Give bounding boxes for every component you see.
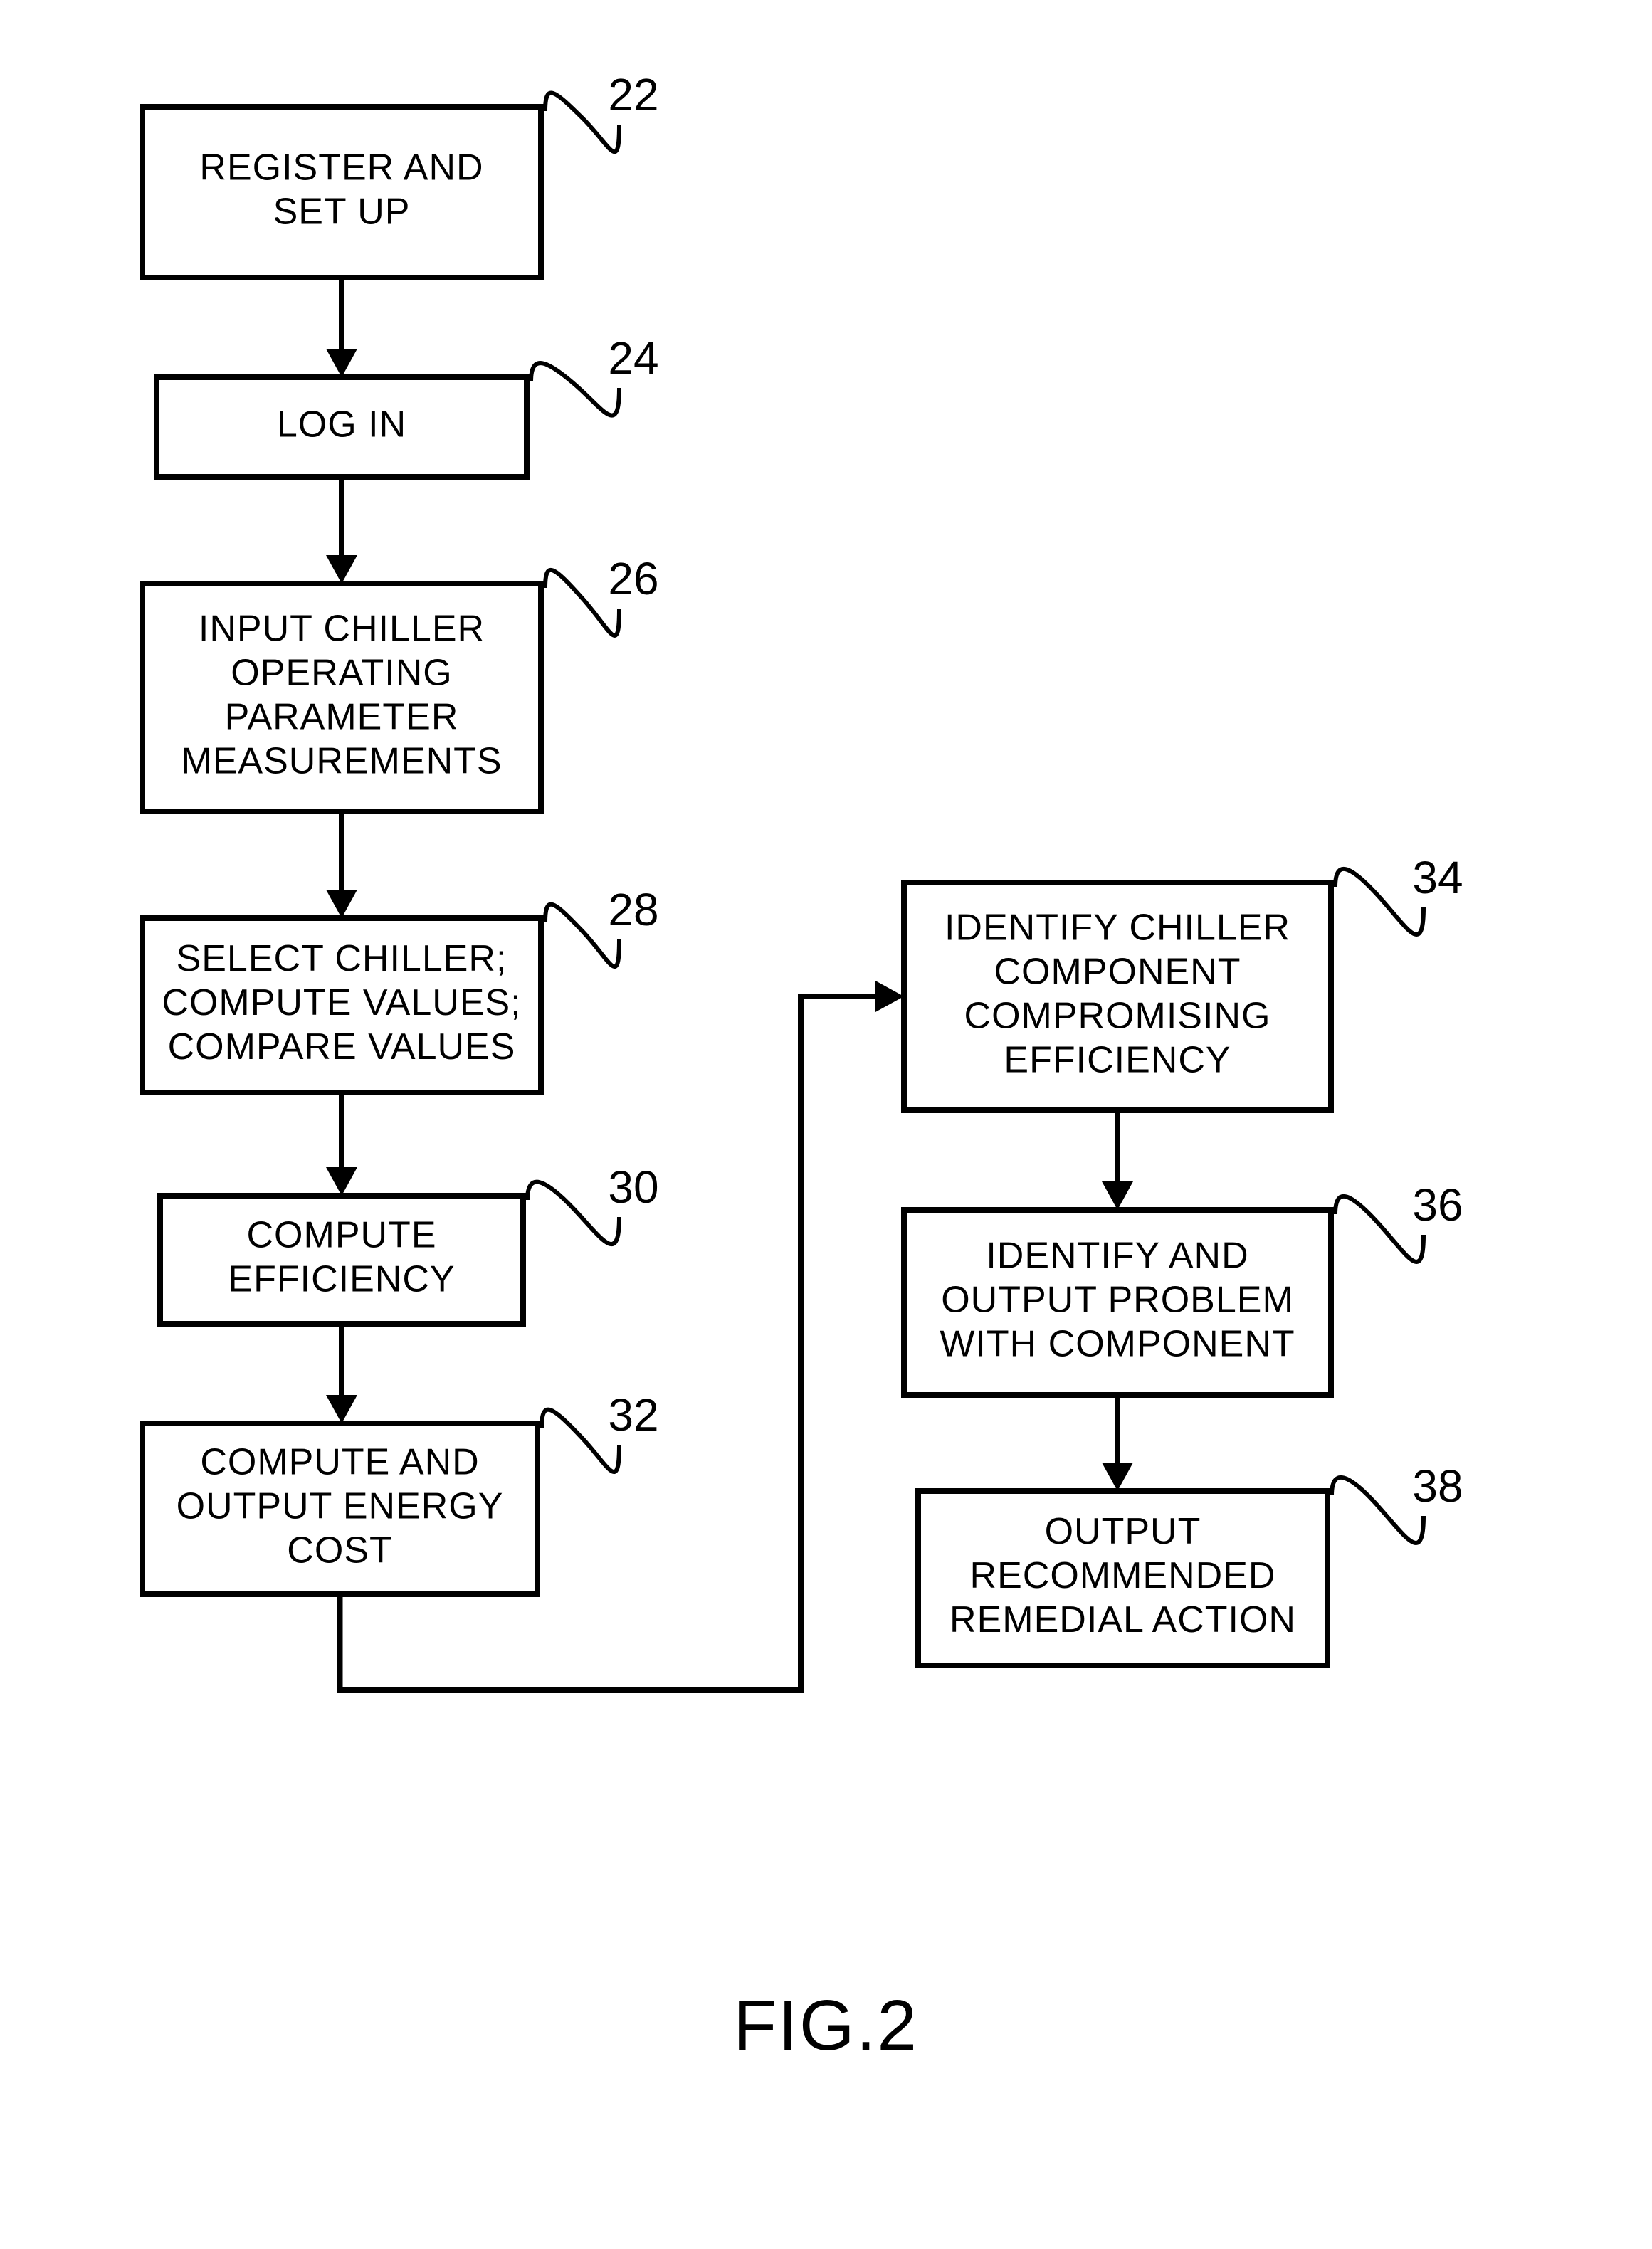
arrowhead	[1102, 1463, 1133, 1491]
ref-leader-24	[531, 363, 619, 416]
ref-label-32: 32	[608, 1389, 658, 1440]
arrowhead	[1102, 1181, 1133, 1210]
flow-box-b26-line-0: INPUT CHILLER	[199, 609, 485, 650]
ref-label-26: 26	[608, 553, 658, 604]
arrowhead	[875, 981, 904, 1012]
arrowhead	[326, 555, 357, 584]
flow-box-b24-line-0: LOG IN	[277, 404, 406, 446]
flow-box-b22-line-1: SET UP	[273, 191, 411, 233]
flow-box-b26-line-1: OPERATING	[231, 653, 452, 694]
flow-box-b32-line-1: OUTPUT ENERGY	[177, 1486, 504, 1527]
flow-box-b32-line-0: COMPUTE AND	[200, 1442, 479, 1483]
flow-box-b38-line-1: RECOMMENDED	[970, 1555, 1276, 1596]
flow-box-b26: INPUT CHILLEROPERATINGPARAMETERMEASUREME…	[142, 553, 659, 811]
flow-box-b26-line-3: MEASUREMENTS	[181, 741, 502, 782]
flow-box-b28-line-1: COMPUTE VALUES;	[162, 982, 521, 1023]
arrowhead	[326, 1395, 357, 1423]
flow-box-b36-line-0: IDENTIFY AND	[986, 1236, 1248, 1277]
flow-box-b38-line-2: REMEDIAL ACTION	[949, 1599, 1296, 1640]
flow-box-b28-line-2: COMPARE VALUES	[168, 1026, 516, 1068]
flow-box-b28-line-0: SELECT CHILLER;	[177, 938, 507, 979]
flowchart-figure: REGISTER ANDSET UP 22 LOG IN 24 INPUT CHILLE…	[0, 0, 1652, 2249]
arrowhead	[326, 1167, 357, 1196]
ref-label-38: 38	[1412, 1460, 1463, 1512]
ref-leader-36	[1335, 1196, 1424, 1262]
flow-box-b30: COMPUTEEFFICIENCY 30	[160, 1162, 659, 1324]
flow-box-b34: IDENTIFY CHILLERCOMPONENTCOMPROMISINGEFF…	[904, 852, 1463, 1110]
arrowhead	[326, 890, 357, 918]
ref-label-30: 30	[608, 1162, 658, 1213]
ref-leader-34	[1335, 869, 1424, 934]
flow-box-b32: COMPUTE ANDOUTPUT ENERGYCOST 32	[142, 1389, 659, 1594]
figure-label: FIG.2	[733, 1986, 918, 2065]
ref-leader-38	[1332, 1478, 1424, 1543]
arrowhead	[326, 349, 357, 377]
flow-box-b36: IDENTIFY ANDOUTPUT PROBLEMWITH COMPONENT…	[904, 1179, 1463, 1395]
flow-box-b38-line-0: OUTPUT	[1045, 1511, 1201, 1552]
flow-box-b36-line-2: WITH COMPONENT	[940, 1324, 1295, 1365]
ref-label-22: 22	[608, 69, 658, 120]
flow-box-b34-line-2: COMPROMISING	[964, 996, 1271, 1037]
flow-box-b30-line-0: COMPUTE	[247, 1215, 437, 1256]
ref-label-36: 36	[1412, 1179, 1463, 1231]
ref-label-28: 28	[608, 884, 658, 935]
ref-label-24: 24	[608, 332, 658, 384]
flow-box-b26-line-2: PARAMETER	[225, 697, 459, 738]
ref-label-34: 34	[1412, 852, 1463, 903]
flow-box-b22-line-0: REGISTER AND	[199, 147, 483, 189]
flow-box-b24: LOG IN 24	[157, 332, 659, 477]
flow-box-b34-line-1: COMPONENT	[994, 952, 1241, 993]
flow-box-b30-line-1: EFFICIENCY	[228, 1259, 455, 1300]
flow-box-b36-line-1: OUTPUT PROBLEM	[941, 1280, 1294, 1321]
flow-box-b22: REGISTER ANDSET UP 22	[142, 69, 659, 278]
flow-box-b34-line-3: EFFICIENCY	[1004, 1040, 1231, 1081]
ref-leader-30	[527, 1182, 619, 1244]
flow-box-b38: OUTPUTRECOMMENDEDREMEDIAL ACTION 38	[918, 1460, 1463, 1665]
flow-box-b28: SELECT CHILLER;COMPUTE VALUES;COMPARE VA…	[142, 884, 659, 1092]
flow-box-b34-line-0: IDENTIFY CHILLER	[945, 907, 1290, 949]
flow-box-b32-line-2: COST	[287, 1530, 392, 1571]
